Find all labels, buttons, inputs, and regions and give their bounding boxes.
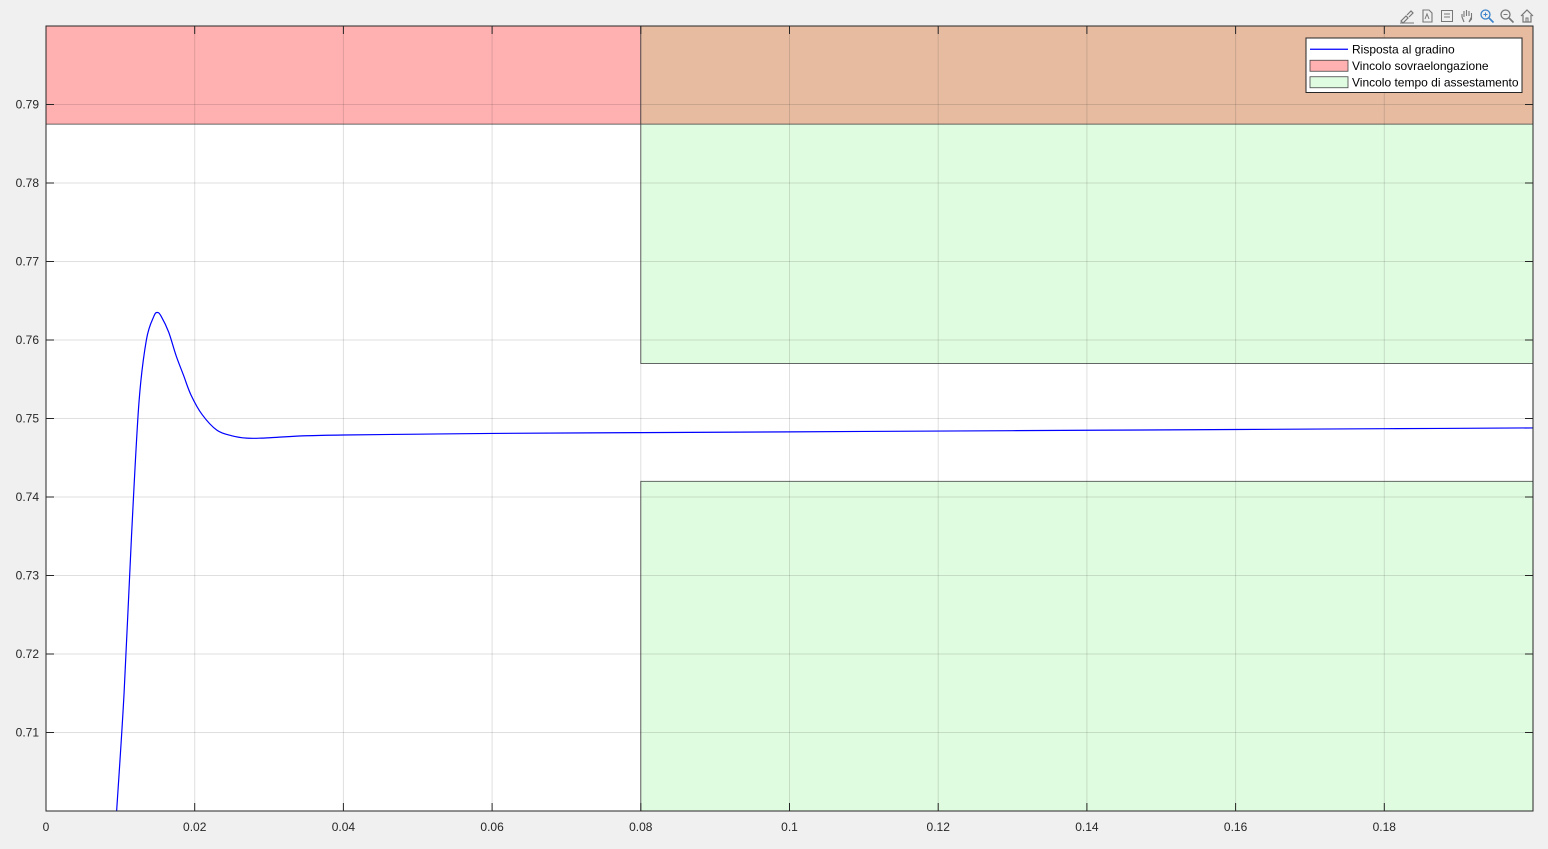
x-tick-label: 0 [43,820,50,834]
legend[interactable]: Risposta al gradino Vincolo sovraelongazi… [1305,37,1523,93]
y-tick-labels: 0.71 0.72 0.73 0.74 0.75 0.76 0.77 0.78 0.79 [16,98,40,740]
x-tick-label: 0.06 [480,820,504,834]
series-lines [116,311,1533,811]
home-icon[interactable] [1517,7,1536,26]
legend-patch-swatch [1309,59,1349,72]
x-tick-label: 0.14 [1075,820,1099,834]
zoom-out-icon[interactable] [1497,7,1516,26]
export-icon[interactable] [1417,7,1436,26]
x-tick-label: 0.04 [332,820,356,834]
grid-lines [46,26,1533,811]
x-tick-label: 0.02 [183,820,207,834]
pan-icon[interactable] [1457,7,1476,26]
legend-entry-label: Vincolo sovraelongazione [1352,59,1489,73]
x-tick-label: 0.08 [629,820,653,834]
series-line-0 [116,311,1533,811]
brush-icon[interactable] [1397,7,1416,26]
y-tick-label: 0.78 [16,176,40,190]
y-tick-label: 0.76 [16,333,40,347]
zoom-in-icon[interactable] [1477,7,1496,26]
x-tick-label: 0.18 [1373,820,1397,834]
legend-patch-swatch [1309,76,1349,89]
x-tick-labels: 0 0.02 0.04 0.06 0.08 0.1 0.12 0.14 0.16 0.18 [43,820,1397,834]
x-tick-label: 0.1 [781,820,798,834]
y-tick-label: 0.79 [16,98,40,112]
y-tick-label: 0.75 [16,412,40,426]
y-tick-label: 0.77 [16,255,40,269]
y-tick-label: 0.74 [16,490,40,504]
x-tick-label: 0.16 [1224,820,1248,834]
axes-toolbar [1397,6,1536,26]
legend-entry-label: Risposta al gradino [1352,42,1455,56]
y-tick-label: 0.73 [16,569,40,583]
datatip-icon[interactable] [1437,7,1456,26]
y-tick-label: 0.72 [16,647,40,661]
x-tick-label: 0.12 [927,820,951,834]
axis-ticks [45,26,1533,811]
y-tick-label: 0.71 [16,726,40,740]
constraint-region-2 [640,480,1534,812]
legend-entry-label: Vincolo tempo di assestamento [1352,75,1519,89]
